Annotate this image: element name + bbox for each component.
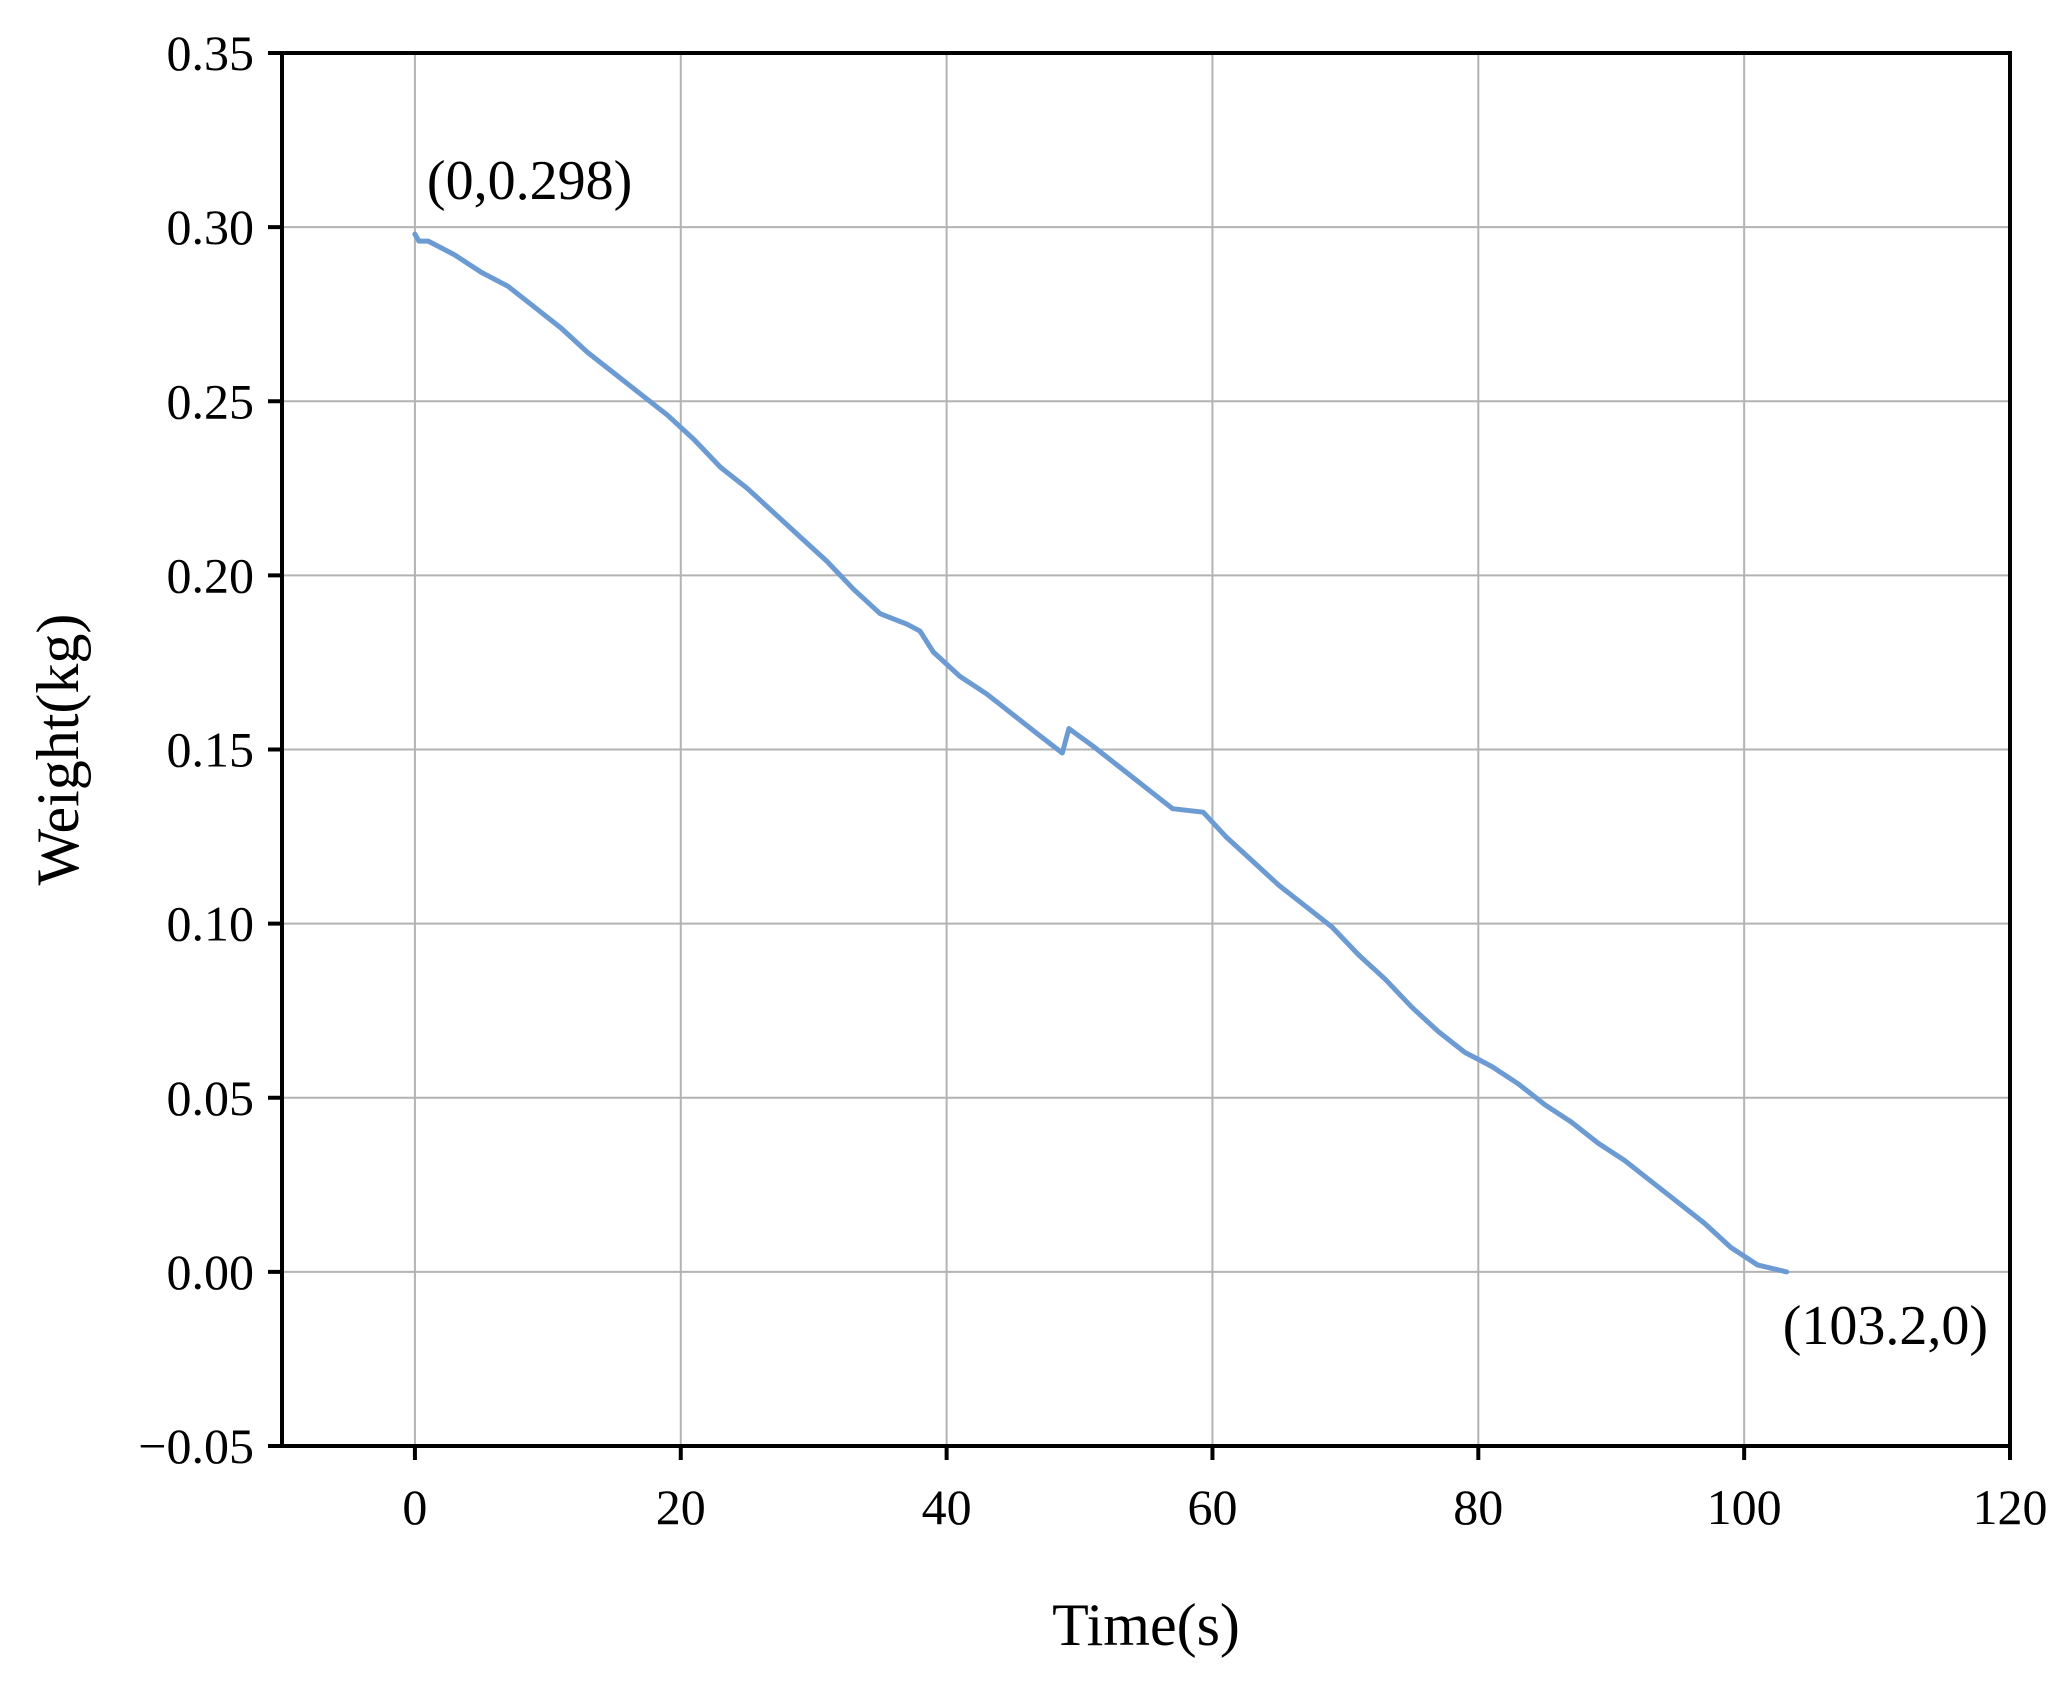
y-tick-label-4: 0.15	[167, 722, 255, 778]
annotation-end-point: (103.2,0)	[1783, 1295, 1988, 1357]
tick-layer: 0 20 40 60 80 100 120 −0.05 0.00 0.05 0.10 0.15 0.20…	[138, 25, 2047, 1535]
y-tick-label-0: −0.05	[138, 1418, 254, 1474]
x-tick-label-2: 40	[922, 1479, 972, 1535]
grid-layer	[282, 52, 2011, 1447]
x-tick-label-5: 100	[1707, 1479, 1782, 1535]
x-tick-label-3: 60	[1187, 1479, 1237, 1535]
annotation-start-point: (0,0.298)	[427, 150, 632, 212]
y-tick-label-7: 0.30	[167, 199, 255, 255]
x-axis-label: Time(s)	[1052, 1592, 1240, 1658]
y-tick-label-3: 0.10	[167, 896, 255, 952]
y-tick-label-6: 0.25	[167, 373, 255, 429]
x-tick-label-0: 0	[402, 1479, 427, 1535]
y-tick-label-5: 0.20	[167, 547, 255, 603]
series-line-0	[412, 231, 1790, 1275]
y-tick-label-1: 0.00	[167, 1244, 255, 1300]
x-tick-label-1: 20	[656, 1479, 706, 1535]
x-tick-label-4: 80	[1453, 1479, 1503, 1535]
annotation-layer: (0,0.298) (103.2,0)	[427, 150, 1988, 1357]
y-tick-label-2: 0.05	[167, 1070, 255, 1126]
x-tick-label-6: 120	[1973, 1479, 2048, 1535]
y-axis-label: Weight(kg)	[25, 614, 91, 886]
series-layer	[412, 231, 1790, 1275]
y-tick-label-8: 0.35	[167, 25, 255, 81]
